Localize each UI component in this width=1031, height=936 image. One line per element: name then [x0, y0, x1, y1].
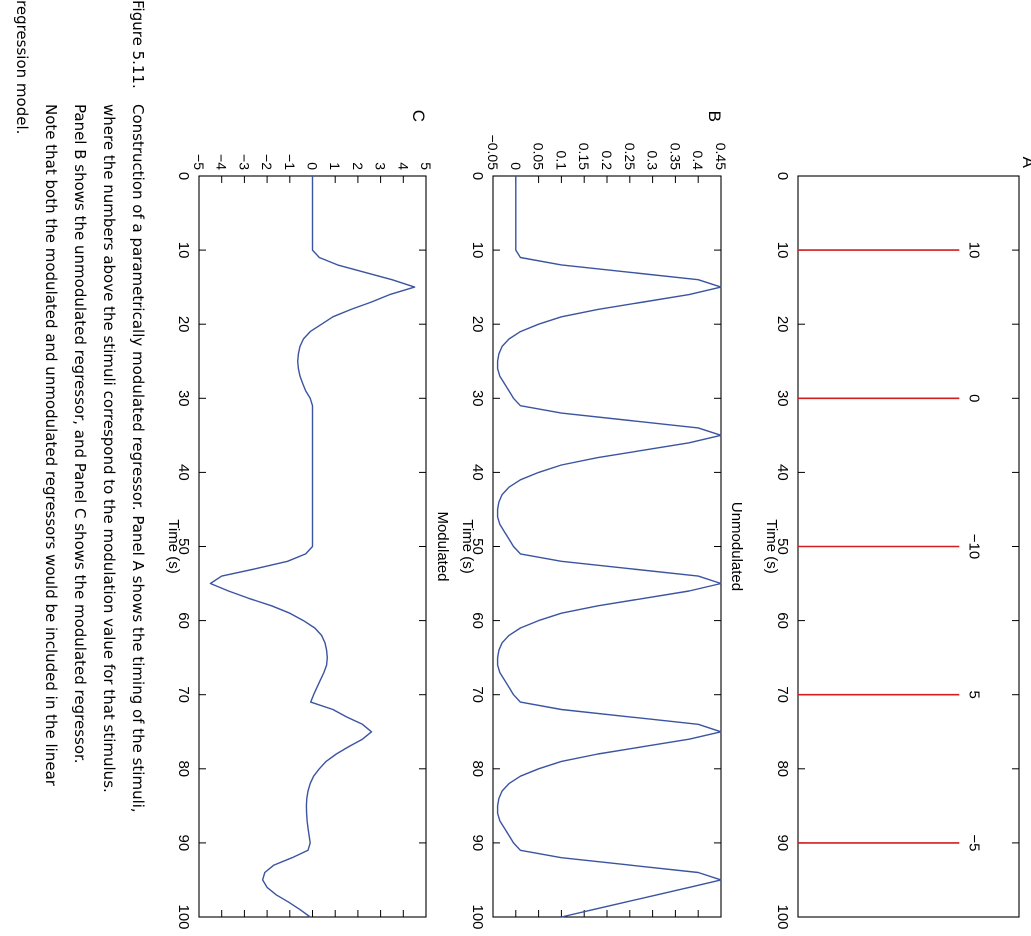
- figure-caption: Figure 5.11. Construction of a parametri…: [13, 0, 147, 813]
- panel-b-x-tick-label: 90: [469, 835, 486, 852]
- panel-c-x-tick-label: 0: [175, 172, 192, 180]
- panel-c-x-tick-label: 30: [175, 390, 192, 407]
- panel-a-x-tick-label: 100: [774, 904, 791, 929]
- panel-b-unmodulated: B Unmodulated 0 10 20 30 40 50 60 70 80 90 100 −0.0…: [459, 111, 745, 930]
- caption-line-5: regression model.: [13, 0, 31, 134]
- panel-c-x-tick-label: 50: [175, 538, 192, 555]
- panel-b-y-tick-label: 0.15: [576, 143, 592, 170]
- panel-c-x-tick-label: 40: [175, 464, 192, 481]
- panel-a-stimulus-value-label: 0: [965, 394, 982, 402]
- panel-a-stimulus-value-label: −5: [965, 834, 982, 851]
- panel-b-x-tick-label: 100: [469, 904, 486, 929]
- panel-b-x-tick-label: 70: [469, 686, 486, 703]
- panel-a-x-tick-label: 80: [774, 760, 791, 777]
- panel-a-stimulus-value-label: −10: [965, 534, 982, 559]
- caption-line-2: where the numbers above the stimuli corr…: [100, 104, 118, 793]
- panel-a-x-tick-label: 50: [774, 538, 791, 555]
- panel-b-y-tick-label: 0.35: [667, 143, 683, 170]
- panel-c-y-tick-label: −1: [282, 154, 298, 170]
- panel-a-x-tick-label: 70: [774, 686, 791, 703]
- panel-c-y-tick-label: −3: [236, 154, 252, 170]
- panel-b-x-tick-label: 80: [469, 760, 486, 777]
- panel-b-y-tick-label: 0.45: [713, 143, 729, 170]
- panel-b-y-tick-label: 0.4: [690, 151, 706, 171]
- panel-a-stimulus-value-label: 5: [965, 691, 982, 699]
- panel-b-x-tick-label: 60: [469, 612, 486, 629]
- panel-b-frame: [492, 175, 722, 918]
- panel-a-x-tick-label: 30: [774, 390, 791, 407]
- panel-c-y-tick-label: 5: [418, 162, 434, 170]
- panel-c-x-tick-label: 100: [175, 904, 192, 929]
- panel-a-x-tick-label: 40: [774, 464, 791, 481]
- panel-a-x-tick-label: 60: [774, 612, 791, 629]
- caption-line-3: Panel B shows the unmodulated regressor,…: [71, 104, 89, 764]
- panel-a-stimulus-value-label: 10: [965, 242, 982, 259]
- panel-b-x-tick-label: 40: [469, 464, 486, 481]
- panel-c-title: Modulated: [434, 511, 451, 581]
- panel-b-x-tick-label: 10: [469, 242, 486, 259]
- panel-b-x-tick-label: 50: [469, 538, 486, 555]
- panel-b-y-tick-label: 0.05: [531, 143, 547, 170]
- panel-b-title: Unmodulated: [728, 502, 745, 591]
- panel-a-x-tick-label: 10: [774, 242, 791, 259]
- panel-b-letter: B: [705, 111, 724, 122]
- panel-b-y-tick-label: −0.05: [485, 135, 501, 171]
- panel-c-y-tick-label: 0: [305, 162, 321, 170]
- panel-a-stems: 10 0 −10 5 −5: [798, 242, 982, 851]
- panel-b-x-tick-label: 30: [469, 390, 486, 407]
- panel-b-x-axis-label: Time (s): [459, 519, 476, 573]
- panel-c-y-tick-label: −4: [214, 154, 230, 170]
- panel-c-x-tick-label: 80: [175, 760, 192, 777]
- panel-b-y-tick-label: 0.2: [599, 151, 615, 171]
- panel-c-x-tick-label: 20: [175, 316, 192, 333]
- panel-a-x-tick-label: 20: [774, 316, 791, 333]
- panel-c-y-tick-label: 3: [373, 162, 389, 170]
- panel-b-regressor-line: [496, 176, 722, 918]
- panel-a-x-axis-label: Time (s): [763, 519, 780, 573]
- panel-b-x-tick-label: 20: [469, 316, 486, 333]
- panel-a-letter: A: [1019, 157, 1031, 169]
- panel-c-y-tick-label: 2: [350, 162, 366, 170]
- panel-b-y-tick-label: 0.1: [553, 151, 569, 171]
- panel-b-y-tick-label: 0.25: [622, 143, 638, 170]
- panel-c-letter: C: [409, 110, 428, 122]
- panel-b-x-tick-label: 0: [469, 172, 486, 180]
- panel-c-y-tick-label: −5: [191, 154, 207, 170]
- panel-c-x-axis-label: Time (s): [165, 519, 182, 573]
- panel-b-y-tick-label: 0.3: [645, 151, 661, 171]
- caption-label: Figure 5.11.: [129, 0, 147, 89]
- caption-line-1: Construction of a parametrically modulat…: [129, 104, 147, 813]
- panel-c-regressor-line: [209, 176, 416, 918]
- panel-a-x-tick-label: 90: [774, 835, 791, 852]
- panel-a-x-tick-label: 0: [774, 172, 791, 180]
- caption-line-4: Note that both the modulated and unmodul…: [42, 104, 60, 787]
- panel-c-x-tick-label: 10: [175, 242, 192, 259]
- panel-c-x-tick-label: 60: [175, 612, 192, 629]
- panel-c-y-tick-label: 4: [395, 162, 411, 170]
- panel-c-x-tick-label: 90: [175, 835, 192, 852]
- panel-b-y-tick-label: 0: [508, 162, 524, 170]
- panel-c-x-tick-label: 70: [175, 686, 192, 703]
- panel-c-y-tick-label: −2: [259, 154, 275, 170]
- panel-c-y-tick-label: 1: [327, 162, 343, 170]
